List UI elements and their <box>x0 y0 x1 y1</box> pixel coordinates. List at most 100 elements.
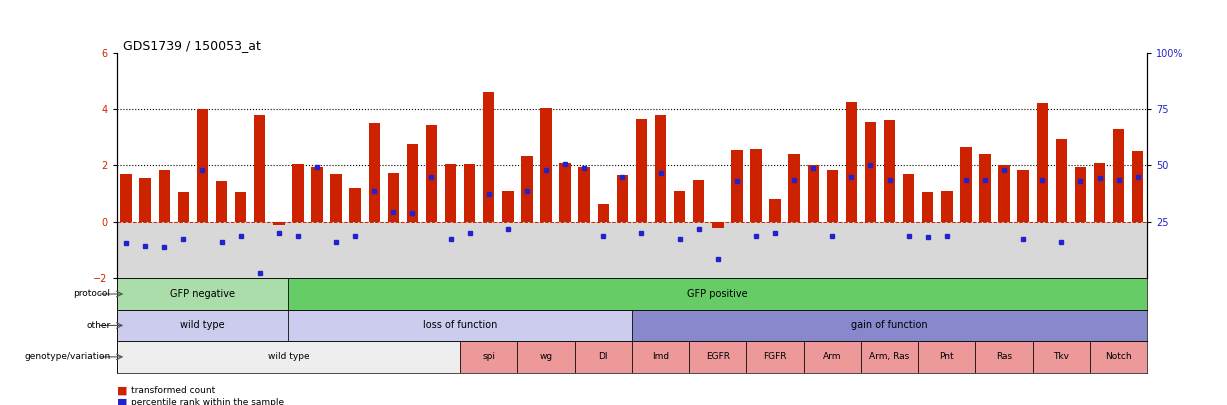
Bar <box>364 222 384 278</box>
Bar <box>728 222 746 278</box>
Bar <box>804 222 823 278</box>
Bar <box>652 222 670 278</box>
Bar <box>807 166 818 222</box>
Bar <box>578 167 590 222</box>
Bar <box>1075 167 1086 222</box>
Bar <box>731 150 742 222</box>
Text: Arm: Arm <box>823 352 842 361</box>
Bar <box>918 341 975 373</box>
Bar <box>1033 222 1052 278</box>
Bar <box>556 222 574 278</box>
Bar <box>140 178 151 222</box>
Bar <box>845 102 858 222</box>
Bar <box>1133 151 1144 222</box>
Bar <box>426 125 437 222</box>
Bar <box>961 147 972 222</box>
Bar <box>655 115 666 222</box>
Bar <box>842 222 861 278</box>
Text: wg: wg <box>540 352 552 361</box>
Text: transformed count: transformed count <box>131 386 216 395</box>
Text: wild type: wild type <box>180 320 225 330</box>
Text: genotype/variation: genotype/variation <box>25 352 110 361</box>
Bar <box>746 341 804 373</box>
Bar <box>883 120 896 222</box>
Text: Pnt: Pnt <box>940 352 955 361</box>
Bar <box>254 115 265 222</box>
Bar <box>899 222 918 278</box>
Bar <box>231 222 250 278</box>
Text: ■: ■ <box>117 386 128 396</box>
Bar <box>975 222 995 278</box>
Bar <box>865 122 876 222</box>
Bar <box>712 222 724 228</box>
Bar <box>937 222 956 278</box>
Text: percentile rank within the sample: percentile rank within the sample <box>131 399 285 405</box>
Bar <box>178 192 189 222</box>
Text: Notch: Notch <box>1106 352 1133 361</box>
Bar <box>979 154 990 222</box>
Bar <box>536 222 556 278</box>
Text: EGFR: EGFR <box>706 352 730 361</box>
Bar <box>784 222 804 278</box>
Bar <box>1071 222 1090 278</box>
Bar <box>956 222 975 278</box>
Bar <box>598 204 609 222</box>
Bar <box>612 222 632 278</box>
Bar <box>464 164 475 222</box>
Bar <box>670 222 690 278</box>
Text: gain of function: gain of function <box>852 320 928 330</box>
Bar <box>632 310 1147 341</box>
Bar <box>941 191 952 222</box>
Bar <box>288 310 632 341</box>
Bar <box>120 174 131 222</box>
Text: GFP positive: GFP positive <box>687 289 748 299</box>
Bar <box>636 119 647 222</box>
Bar <box>288 278 1147 310</box>
Bar <box>368 123 380 222</box>
Bar <box>445 164 456 222</box>
Bar <box>422 222 440 278</box>
Bar <box>999 166 1010 222</box>
Text: Dl: Dl <box>599 352 609 361</box>
Bar <box>518 222 536 278</box>
Bar <box>1128 222 1147 278</box>
Bar <box>540 108 552 222</box>
Bar <box>594 222 612 278</box>
Bar <box>975 341 1033 373</box>
Bar <box>288 222 308 278</box>
Text: other: other <box>86 321 110 330</box>
Bar <box>234 192 247 222</box>
Bar <box>617 175 628 222</box>
Bar <box>117 310 288 341</box>
Bar <box>804 341 861 373</box>
Bar <box>1033 341 1090 373</box>
Text: GFP negative: GFP negative <box>171 289 234 299</box>
Bar <box>402 222 422 278</box>
Bar <box>193 222 212 278</box>
Bar <box>880 222 899 278</box>
Bar <box>861 222 880 278</box>
Bar <box>995 222 1014 278</box>
Bar <box>766 222 784 278</box>
Bar <box>117 278 288 310</box>
Bar <box>326 222 346 278</box>
Bar <box>789 154 800 222</box>
Bar <box>1037 103 1048 222</box>
Bar <box>690 222 708 278</box>
Bar <box>174 222 193 278</box>
Bar <box>330 174 342 222</box>
Bar <box>292 164 303 222</box>
Bar <box>216 181 227 222</box>
Bar <box>483 92 494 222</box>
Text: protocol: protocol <box>74 290 110 298</box>
Bar <box>1090 222 1109 278</box>
Text: ■: ■ <box>117 398 128 405</box>
Bar <box>212 222 231 278</box>
Bar <box>440 222 460 278</box>
Bar <box>632 222 652 278</box>
Bar <box>388 173 399 222</box>
Text: GDS1739 / 150053_at: GDS1739 / 150053_at <box>123 38 260 51</box>
Bar <box>346 222 364 278</box>
Bar <box>250 222 269 278</box>
Bar <box>574 341 632 373</box>
